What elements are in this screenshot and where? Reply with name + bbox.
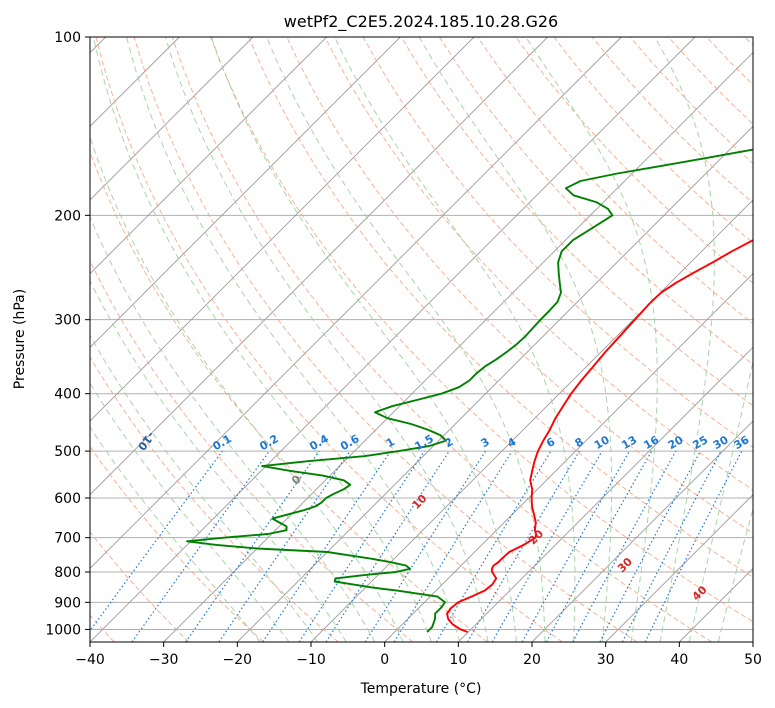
x-tick-label: −30 [149,652,179,668]
y-tick-label: 200 [54,208,81,224]
isotherm-line [458,346,753,642]
dry-adiabat-line [133,37,638,642]
isotherm-line [163,52,753,642]
x-tick-label: 10 [449,652,467,668]
x-axis-label: Temperature (°C) [360,681,482,697]
moist-adiabat-line [164,37,489,642]
dry-adiabat-line [95,37,563,642]
isotherm-line [90,37,548,496]
x-tick-label: −10 [296,652,326,668]
chart-title: wetPf2_C2E5.2024.185.10.28.G26 [284,12,558,32]
isotherm-line [237,125,753,642]
isotherm-line [531,420,753,642]
dry-adiabat-line [171,37,712,642]
moist-adiabat-line [90,426,261,642]
x-tick-label: −20 [223,652,253,668]
mixing-ratio-line [393,450,513,642]
moist-adiabat-line [334,37,576,642]
isotherm-line [90,37,327,275]
x-tick-label: 20 [523,652,541,668]
x-tick-label: 30 [597,652,615,668]
moist-adiabat-line [654,37,715,642]
dry-adiabat-line [438,37,753,366]
moist-adiabat-line [418,37,613,642]
y-tick-label: 800 [54,565,81,581]
mixing-ratio-line [644,450,743,642]
dewpoint-profile-line [186,148,753,633]
moist-adiabat-line [90,215,376,642]
mixing-ratio-line [218,450,351,642]
mixing-ratio-line [90,450,223,632]
plot-data-layer [186,148,753,633]
mixing-ratio-line [521,450,631,642]
moist-adiabat-line [90,334,319,642]
mixing-ratio-line [262,450,392,642]
moist-adiabat-line [92,37,432,642]
moist-adiabat-line [90,382,290,642]
plot-grid-layer [90,37,753,642]
y-axis: 100 200 300 400 500 600 700 800 900 1000 [45,30,90,638]
moist-adiabat-line [717,506,753,642]
isotherm-line [90,37,622,569]
mixing-ratio-line [545,450,653,642]
x-tick-label: 50 [744,652,762,668]
moist-adiabat-line [210,37,517,642]
dry-adiabat-line [90,150,488,642]
dry-adiabat-line [90,259,414,642]
y-tick-label: 100 [54,30,81,46]
dry-adiabat-line [400,37,753,407]
y-tick-label: 300 [54,313,81,329]
x-axis: −40 −30 −20 −10 0 10 20 30 40 50 [75,642,762,668]
dry-adiabat-line [324,37,753,491]
x-tick-label: 40 [670,652,688,668]
isotherm-line [90,37,254,201]
y-tick-label: 500 [54,444,81,460]
y-tick-label: 700 [54,531,81,547]
y-tick-label: 900 [54,595,81,611]
isotherm-line [90,37,401,348]
temperature-profile-line [446,239,753,633]
moist-adiabat-line [525,37,658,642]
dry-adiabat-line [90,531,190,642]
mixing-ratio-line [131,450,270,642]
y-tick-label: 400 [54,387,81,403]
isotherm-line [90,37,475,422]
mixing-ratio-line [325,450,450,642]
y-axis-label: Pressure (hPa) [12,289,28,389]
y-tick-label: 600 [54,491,81,507]
dry-adiabat-line [90,356,339,642]
isotherm-line [605,494,753,642]
mixing-ratio-line [572,450,677,642]
plot-frame [89,36,754,643]
dry-adiabat-line [515,37,753,284]
x-tick-label: −40 [75,652,105,668]
moist-adiabat-line [266,37,546,642]
dry-adiabat-line [248,37,753,578]
x-tick-label: 0 [380,652,389,668]
isotherm-line [384,273,753,642]
dry-adiabat-line [210,37,753,623]
moist-adiabat-line [90,135,404,642]
mixing-ratio-line [298,450,425,642]
moist-adiabat-line [688,358,753,642]
dry-adiabat-line [90,445,264,642]
mixing-ratio-line [185,450,320,642]
moist-adiabat-line [126,37,461,642]
y-tick-label: 1000 [45,622,81,638]
